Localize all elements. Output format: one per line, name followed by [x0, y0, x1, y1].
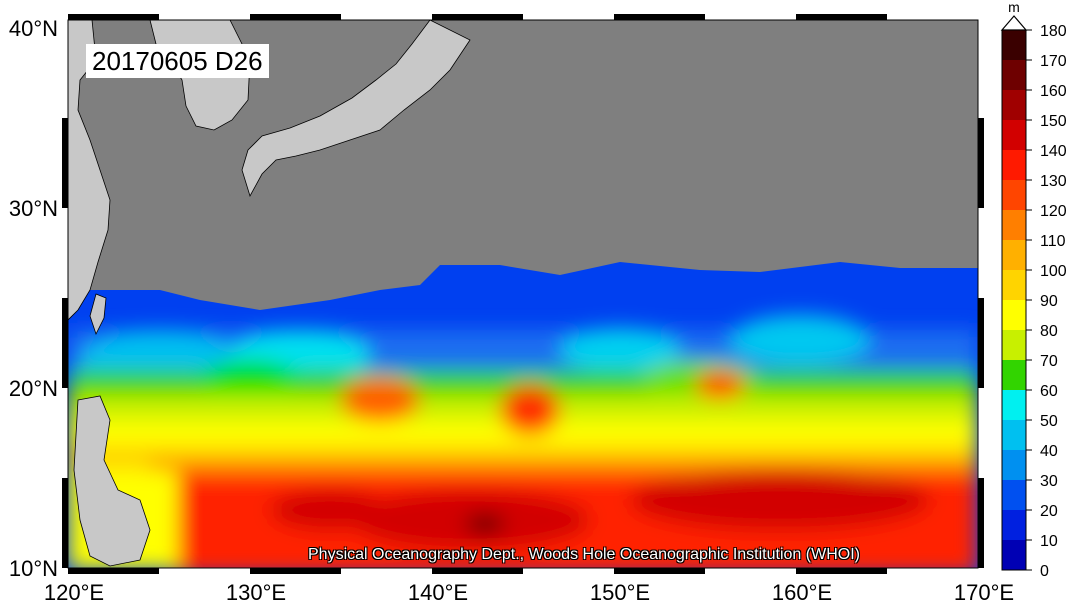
colorbar-tick-label: 40 — [1040, 443, 1058, 460]
land-philippines — [73, 395, 151, 567]
colorbar-swatch — [1002, 270, 1026, 301]
colorbar-unit: m — [1008, 0, 1020, 15]
colorbar-swatch — [1002, 240, 1026, 271]
colorbar-swatch — [1002, 90, 1026, 121]
colorbar-tick-label: 60 — [1040, 383, 1058, 400]
colorbar-swatch — [1002, 480, 1026, 511]
lon-tick-label: 160°E — [772, 580, 832, 605]
colorbar-tick-label: 20 — [1040, 503, 1058, 520]
lat-tick-label: 30°N — [9, 196, 58, 221]
lon-tick-label: 120°E — [44, 580, 104, 605]
colorbar-tick-label: 120 — [1040, 203, 1067, 220]
colorbar-swatch — [1002, 60, 1026, 91]
colorbar-swatch — [1002, 360, 1026, 391]
colorbar-tick-label: 70 — [1040, 353, 1058, 370]
lat-tick-label: 40°N — [9, 16, 58, 41]
colorbar-swatch — [1002, 540, 1026, 571]
colorbar-swatch — [1002, 150, 1026, 181]
colorbar: m 18017016015014013012011010090807060504… — [1000, 0, 1067, 580]
map-area — [68, 20, 978, 568]
colorbar-swatches — [1002, 30, 1026, 571]
colorbar-labels: 1801701601501401301201101009080706050403… — [1026, 23, 1067, 580]
colorbar-swatch — [1002, 30, 1026, 61]
lat-tick-label: 10°N — [9, 556, 58, 581]
lon-tick-label: 170°E — [954, 580, 1014, 605]
colorbar-tick-label: 140 — [1040, 143, 1067, 160]
lat-border-bars — [62, 118, 984, 568]
colorbar-swatch — [1002, 450, 1026, 481]
colorbar-arrow — [1000, 15, 1028, 31]
colorbar-tick-label: 150 — [1040, 113, 1067, 130]
colorbar-swatch — [1002, 510, 1026, 541]
colorbar-swatch — [1002, 330, 1026, 361]
colorbar-tick-label: 170 — [1040, 53, 1067, 70]
lon-tick-label: 150°E — [590, 580, 650, 605]
lon-border-bars — [68, 14, 887, 574]
date-label: 20170605 D26 — [86, 44, 269, 78]
colorbar-tick-label: 50 — [1040, 413, 1058, 430]
colorbar-swatch — [1002, 300, 1026, 331]
lon-axis: 120°E 130°E 140°E 150°E 160°E 170°E — [44, 580, 1014, 605]
colorbar-tick-label: 30 — [1040, 473, 1058, 490]
colorbar-swatch — [1002, 120, 1026, 151]
colorbar-tick-label: 90 — [1040, 293, 1058, 310]
colorbar-tick-label: 0 — [1040, 563, 1049, 580]
colorbar-tick-label: 180 — [1040, 23, 1067, 40]
colorbar-tick-label: 130 — [1040, 173, 1067, 190]
colorbar-tick-label: 10 — [1040, 533, 1058, 550]
colorbar-swatch — [1002, 180, 1026, 211]
colorbar-swatch — [1002, 420, 1026, 451]
lat-tick-label: 20°N — [9, 376, 58, 401]
credit-text: Physical Oceanography Dept., Woods Hole … — [308, 546, 860, 563]
land-japan — [241, 20, 471, 198]
lon-tick-label: 130°E — [226, 580, 286, 605]
lon-tick-label: 140°E — [408, 580, 468, 605]
colorbar-tick-label: 160 — [1040, 83, 1067, 100]
land-taiwan — [89, 293, 107, 336]
colorbar-tick-label: 80 — [1040, 323, 1058, 340]
lat-axis: 40°N 30°N 20°N 10°N — [9, 16, 58, 581]
colorbar-swatch — [1002, 390, 1026, 421]
colorbar-tick-label: 100 — [1040, 263, 1067, 280]
colorbar-tick-label: 110 — [1040, 233, 1066, 250]
mixed-layer-depth-field — [68, 262, 978, 568]
colorbar-swatch — [1002, 210, 1026, 241]
